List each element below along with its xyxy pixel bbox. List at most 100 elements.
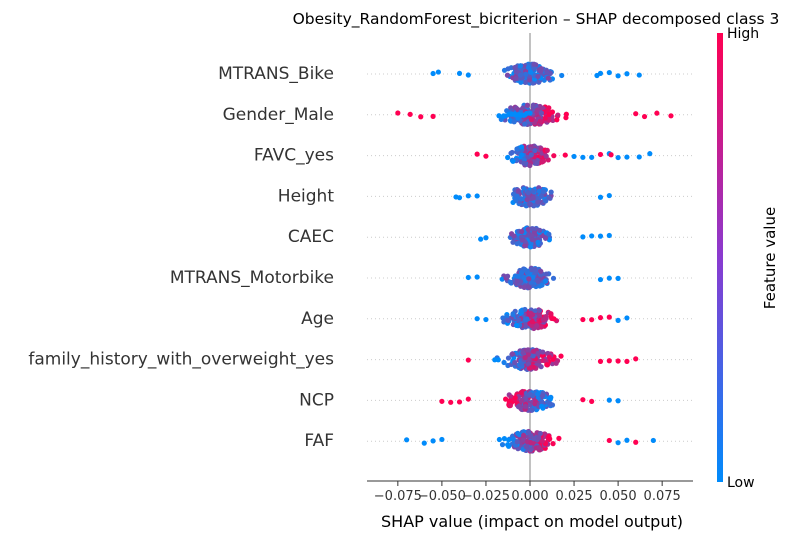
shap-point: [521, 432, 527, 438]
shap-point: [530, 188, 536, 194]
shap-point: [542, 115, 548, 121]
series-Age: [474, 306, 630, 332]
shap-point: [523, 317, 529, 323]
x-tick-label: −0.025: [462, 489, 510, 504]
shap-point-high: [465, 357, 471, 363]
shap-point-low: [439, 436, 445, 443]
chart-title: Obesity_RandomForest_bicriterion – SHAP …: [293, 10, 780, 29]
shap-point-low: [589, 233, 595, 239]
shap-point: [543, 153, 549, 159]
shap-point: [525, 64, 532, 71]
shap-point: [525, 190, 531, 196]
shap-point-low: [465, 72, 471, 78]
shap-point: [563, 111, 569, 117]
shap-point: [510, 239, 516, 245]
shap-point-high: [439, 398, 445, 404]
shap-point: [524, 197, 530, 203]
shap-point: [525, 347, 531, 353]
shap-point: [514, 146, 520, 152]
shap-point-high: [456, 399, 463, 405]
shap-point: [510, 436, 516, 442]
shap-point-low: [589, 154, 595, 160]
shap-point-high: [589, 398, 595, 405]
feature-label: FAVC_yes: [254, 146, 334, 166]
shap-point-high: [418, 114, 424, 120]
shap-point: [528, 440, 534, 446]
shap-point: [538, 324, 544, 330]
shap-point-low: [571, 153, 577, 160]
shap-point: [540, 317, 546, 323]
series-FAVC_yes: [474, 143, 653, 169]
shap-point-low: [650, 437, 656, 444]
shap-point: [529, 226, 535, 232]
shap-point: [532, 147, 538, 154]
shap-point-low: [606, 192, 612, 199]
shap-point-high: [654, 110, 660, 116]
shap-point: [522, 267, 528, 273]
shap-point: [526, 284, 532, 291]
shap-point: [499, 442, 506, 448]
shap-point: [522, 355, 528, 361]
shap-point: [548, 311, 554, 317]
shap-point-low: [624, 154, 630, 160]
feature-label: Age: [301, 309, 334, 329]
shap-point: [511, 233, 517, 239]
shap-point: [503, 396, 509, 402]
shap-point: [515, 430, 521, 436]
shap-point-high: [465, 396, 471, 402]
shap-point-high: [606, 437, 612, 444]
shap-point: [535, 239, 541, 245]
shap-point: [529, 407, 535, 413]
shap-point: [506, 443, 512, 449]
shap-point: [546, 231, 552, 237]
shap-point: [553, 360, 559, 366]
shap-point: [501, 359, 507, 366]
series-FAF: [404, 428, 656, 454]
shap-point-low: [606, 275, 612, 281]
shap-point: [520, 437, 526, 443]
shap-point: [536, 444, 542, 451]
shap-point-high: [580, 316, 586, 323]
shap-point-low: [456, 195, 463, 201]
shap-point-low: [509, 111, 515, 117]
shap-point: [551, 316, 557, 322]
shap-point: [510, 311, 516, 318]
shap-point: [544, 147, 550, 154]
shap-point: [521, 160, 527, 166]
shap-point-high: [597, 358, 604, 364]
feature-label: Gender_Male: [223, 105, 334, 125]
shap-point-low: [597, 233, 604, 239]
shap-point-low: [636, 72, 642, 78]
shap-point: [514, 157, 520, 163]
shap-point-low: [516, 111, 523, 118]
shap-point-low: [421, 440, 427, 446]
colorbar-low-label: Low: [727, 475, 755, 491]
shap-point: [540, 105, 546, 111]
shap-point: [529, 233, 535, 239]
shap-point: [513, 75, 519, 82]
shap-point: [525, 429, 532, 435]
shap-point: [528, 447, 534, 453]
shap-point-high: [580, 397, 586, 403]
shap-point-low: [647, 151, 653, 157]
shap-point: [514, 278, 520, 284]
shap-point: [538, 110, 544, 116]
shap-point-low: [502, 113, 508, 119]
shap-point-high: [633, 439, 639, 445]
shap-point: [519, 237, 525, 243]
feature-label: CAEC: [288, 227, 334, 247]
shap-point-low: [597, 276, 604, 283]
shap-point: [515, 273, 521, 279]
colorbar: [717, 33, 723, 482]
shap-point: [535, 350, 541, 356]
shap-point-high: [589, 317, 595, 323]
shap-point: [555, 112, 561, 118]
shap-point: [518, 63, 524, 69]
shap-point-low: [522, 112, 528, 118]
shap-point: [527, 69, 534, 75]
series-MTRANS_Motorbike: [465, 265, 621, 291]
shap-point: [530, 274, 536, 280]
shap-point: [540, 349, 546, 355]
feature-label: MTRANS_Motorbike: [170, 268, 334, 288]
